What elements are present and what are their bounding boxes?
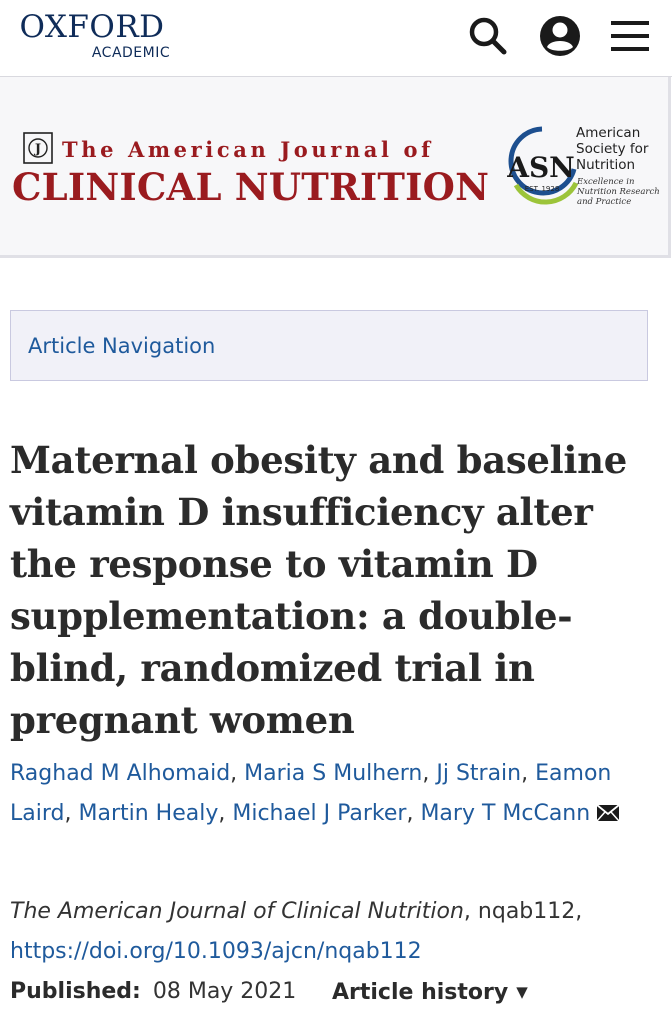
account-icon (540, 16, 580, 56)
citation-article-id: , nqab112, (463, 899, 583, 924)
citation-journal: The American Journal of Clinical Nutriti… (10, 899, 464, 924)
author-link[interactable]: Raghad M Alhomaid (10, 761, 231, 786)
society-name-line: Society for (576, 141, 649, 157)
article-title: Maternal obesity and baseline vitamin D … (10, 438, 628, 742)
asn-logo-text: ASN (506, 151, 575, 184)
journal-title-main[interactable]: CLINICAL NUTRITION (12, 165, 490, 209)
author-link[interactable]: Maria S Mulhern (244, 761, 423, 786)
author-list: Raghad M Alhomaid, Maria S Mulhern, Jj S… (10, 754, 660, 834)
author-link[interactable]: Jj Strain (436, 761, 522, 786)
caret-down-icon: ▼ (516, 983, 528, 1001)
account-button[interactable] (538, 14, 582, 58)
article-navigation-label: Article Navigation (28, 334, 216, 358)
publication-info: Published: 08 May 2021 Article history ▼ (10, 972, 665, 1012)
article-navigation-toggle[interactable]: Article Navigation (10, 310, 648, 381)
society-name-line: Nutrition (576, 157, 636, 173)
menu-icon (611, 21, 649, 51)
oxford-academic-logo[interactable]: OXFORD ACADEMIC (10, 10, 180, 66)
society-tagline-line: and Practice (577, 197, 632, 207)
journal-title-top[interactable]: The American Journal of (62, 137, 434, 162)
published-date: 08 May 2021 (152, 979, 297, 1004)
journal-emblem-icon: J (23, 132, 53, 164)
asn-est: EST. 1928 (525, 185, 560, 193)
author-link[interactable]: Michael J Parker (232, 801, 407, 826)
author-link[interactable]: Mary T McCann (420, 801, 591, 826)
menu-button[interactable] (608, 14, 652, 58)
doi-link[interactable]: https://doi.org/10.1093/ajcn/nqab112 (10, 939, 422, 964)
journal-banner: J The American Journal of CLINICAL NUTRI… (0, 77, 671, 258)
site-header: OXFORD ACADEMIC (0, 0, 672, 77)
society-tagline-line: Excellence in (577, 177, 635, 187)
article-history-label: Article history (332, 980, 509, 1005)
logo-word: OXFORD (19, 9, 165, 45)
author-link[interactable]: Martin Healy (78, 801, 219, 826)
search-button[interactable] (466, 14, 510, 58)
article-history-button[interactable]: Article history ▼ (332, 972, 528, 1013)
citation: The American Journal of Clinical Nutriti… (10, 892, 665, 972)
svg-text:J: J (34, 142, 41, 157)
email-envelope-icon[interactable] (596, 796, 620, 822)
logo-sub: ACADEMIC (91, 45, 171, 61)
asn-logo-icon[interactable]: ASN EST. 1928 (504, 125, 580, 209)
society-name[interactable]: American Society for Nutrition (576, 125, 668, 173)
society-name-line: American (576, 125, 641, 141)
society-tagline: Excellence in Nutrition Research and Pra… (577, 177, 669, 207)
published-label: Published: (10, 979, 141, 1004)
search-icon (469, 17, 507, 55)
society-tagline-line: Nutrition Research (577, 187, 660, 197)
author-link[interactable]: Eamon Laird (10, 761, 612, 826)
